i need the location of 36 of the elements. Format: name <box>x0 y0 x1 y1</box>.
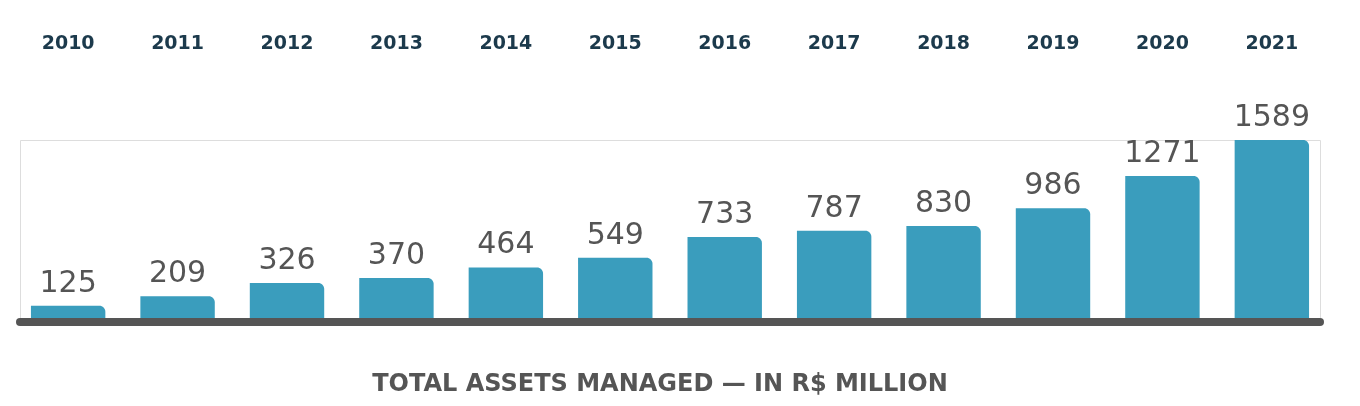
data-label: 464 <box>477 225 535 261</box>
bar <box>796 230 872 320</box>
data-label: 733 <box>696 194 754 230</box>
data-label: 986 <box>1024 166 1082 202</box>
bar <box>468 267 544 320</box>
x-tick-label: 2014 <box>479 30 533 53</box>
x-tick-label: 2012 <box>260 30 314 53</box>
bar <box>687 236 762 320</box>
bar <box>1015 208 1091 320</box>
bar <box>1125 176 1200 320</box>
x-tick-label: 2010 <box>41 30 95 53</box>
data-label: 1271 <box>1124 134 1201 170</box>
x-tick-label: 2020 <box>1135 30 1189 53</box>
x-tick-label: 2021 <box>1245 30 1299 53</box>
x-axis-title: TOTAL ASSETS MANAGED — IN R$ MILLION <box>372 369 948 397</box>
data-label: 787 <box>805 188 863 224</box>
data-label: 1589 <box>1233 98 1311 133</box>
bar <box>578 257 653 320</box>
data-label: 830 <box>914 183 973 219</box>
bar <box>249 283 325 320</box>
data-label: 549 <box>586 215 644 251</box>
bar <box>906 225 981 320</box>
x-tick-label: 2015 <box>588 30 642 53</box>
data-label: 125 <box>39 263 97 299</box>
data-label: 326 <box>258 241 316 277</box>
x-tick-label: 2016 <box>698 30 752 53</box>
x-tick-label: 2017 <box>807 30 861 53</box>
x-tick-label: 2013 <box>369 30 423 53</box>
data-label: 209 <box>148 254 207 290</box>
x-tick-label: 2018 <box>917 30 971 53</box>
x-tick-label: 2011 <box>151 30 205 53</box>
bar <box>140 296 215 320</box>
bar <box>359 278 434 320</box>
data-label: 370 <box>367 236 426 272</box>
x-tick-label: 2019 <box>1026 30 1080 53</box>
bar <box>1234 140 1310 320</box>
